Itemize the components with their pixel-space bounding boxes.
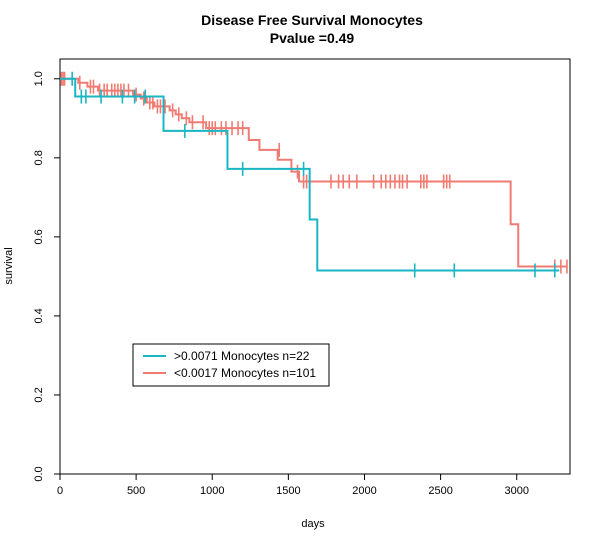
y-tick-label: 0.8 [33, 150, 45, 165]
x-tick-label: 3000 [504, 485, 528, 497]
x-tick-label: 0 [57, 485, 63, 497]
series-1 [60, 71, 568, 274]
y-tick-label: 0.0 [33, 466, 45, 481]
y-axis: 0.0 0.2 0.4 0.6 0.8 1.0 [33, 71, 60, 482]
y-axis-label: survival [3, 247, 15, 284]
legend-label-high: >0.0071 Monocytes n=22 [174, 349, 310, 363]
x-tick-label: 2500 [428, 485, 452, 497]
survival-curve [60, 77, 560, 272]
y-tick-label: 0.6 [33, 229, 45, 244]
chart-subtitle: Pvalue =0.49 [270, 30, 355, 46]
series-layer [60, 71, 568, 278]
series-0 [60, 71, 560, 278]
x-axis-label: days [301, 518, 325, 530]
legend-box [132, 343, 330, 387]
y-tick-label: 1.0 [33, 71, 45, 86]
chart-title: Disease Free Survival Monocytes [201, 12, 423, 28]
x-tick-label: 1000 [200, 485, 224, 497]
x-tick-label: 2000 [352, 485, 376, 497]
y-tick-label: 0.4 [33, 308, 45, 323]
survival-curve [60, 77, 567, 268]
x-axis: 0 500 1000 1500 2000 2500 3000 [57, 474, 529, 497]
legend-label-low: <0.0017 Monocytes n=101 [174, 366, 316, 380]
legend: >0.0071 Monocytes n=22 <0.0017 Monocytes… [132, 343, 330, 387]
x-tick-label: 1500 [276, 485, 300, 497]
plot-frame [59, 58, 571, 475]
y-tick-label: 0.2 [33, 387, 45, 402]
x-tick-label: 500 [127, 485, 145, 497]
